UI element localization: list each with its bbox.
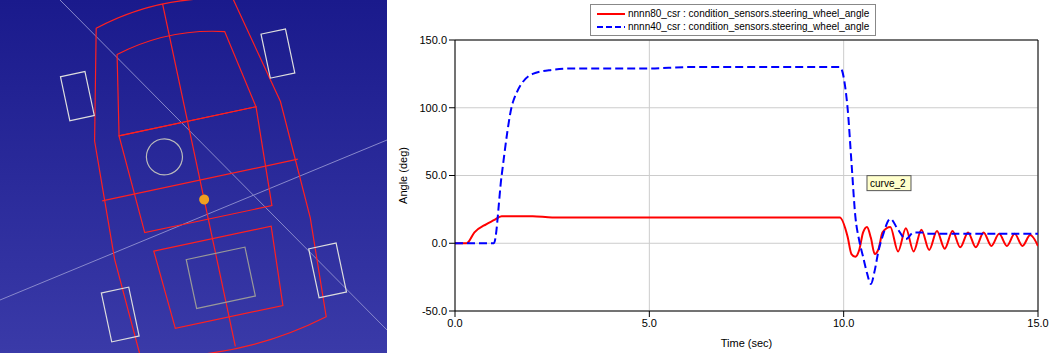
svg-text:Time (sec): Time (sec) xyxy=(721,337,773,349)
svg-text:Angle (deg): Angle (deg) xyxy=(397,147,409,204)
html-text:nnnn80_csr : condition_sensors: nnnn80_csr : condition_sensors.steering_… xyxy=(628,8,870,19)
svg-text:100.0: 100.0 xyxy=(419,102,447,114)
svg-text:5.0: 5.0 xyxy=(642,317,657,329)
svg-text:50.0: 50.0 xyxy=(426,169,447,181)
svg-text:-50.0: -50.0 xyxy=(422,305,447,317)
svg-text:curve_2: curve_2 xyxy=(870,178,906,189)
svg-text:150.0: 150.0 xyxy=(419,34,447,46)
svg-text:0.0: 0.0 xyxy=(447,317,462,329)
svg-text:0.0: 0.0 xyxy=(432,237,447,249)
svg-text:15.0: 15.0 xyxy=(1027,317,1048,329)
html-text:nnnn40_csr : condition_sensors: nnnn40_csr : condition_sensors.steering_… xyxy=(628,21,870,32)
svg-text:10.0: 10.0 xyxy=(833,317,854,329)
